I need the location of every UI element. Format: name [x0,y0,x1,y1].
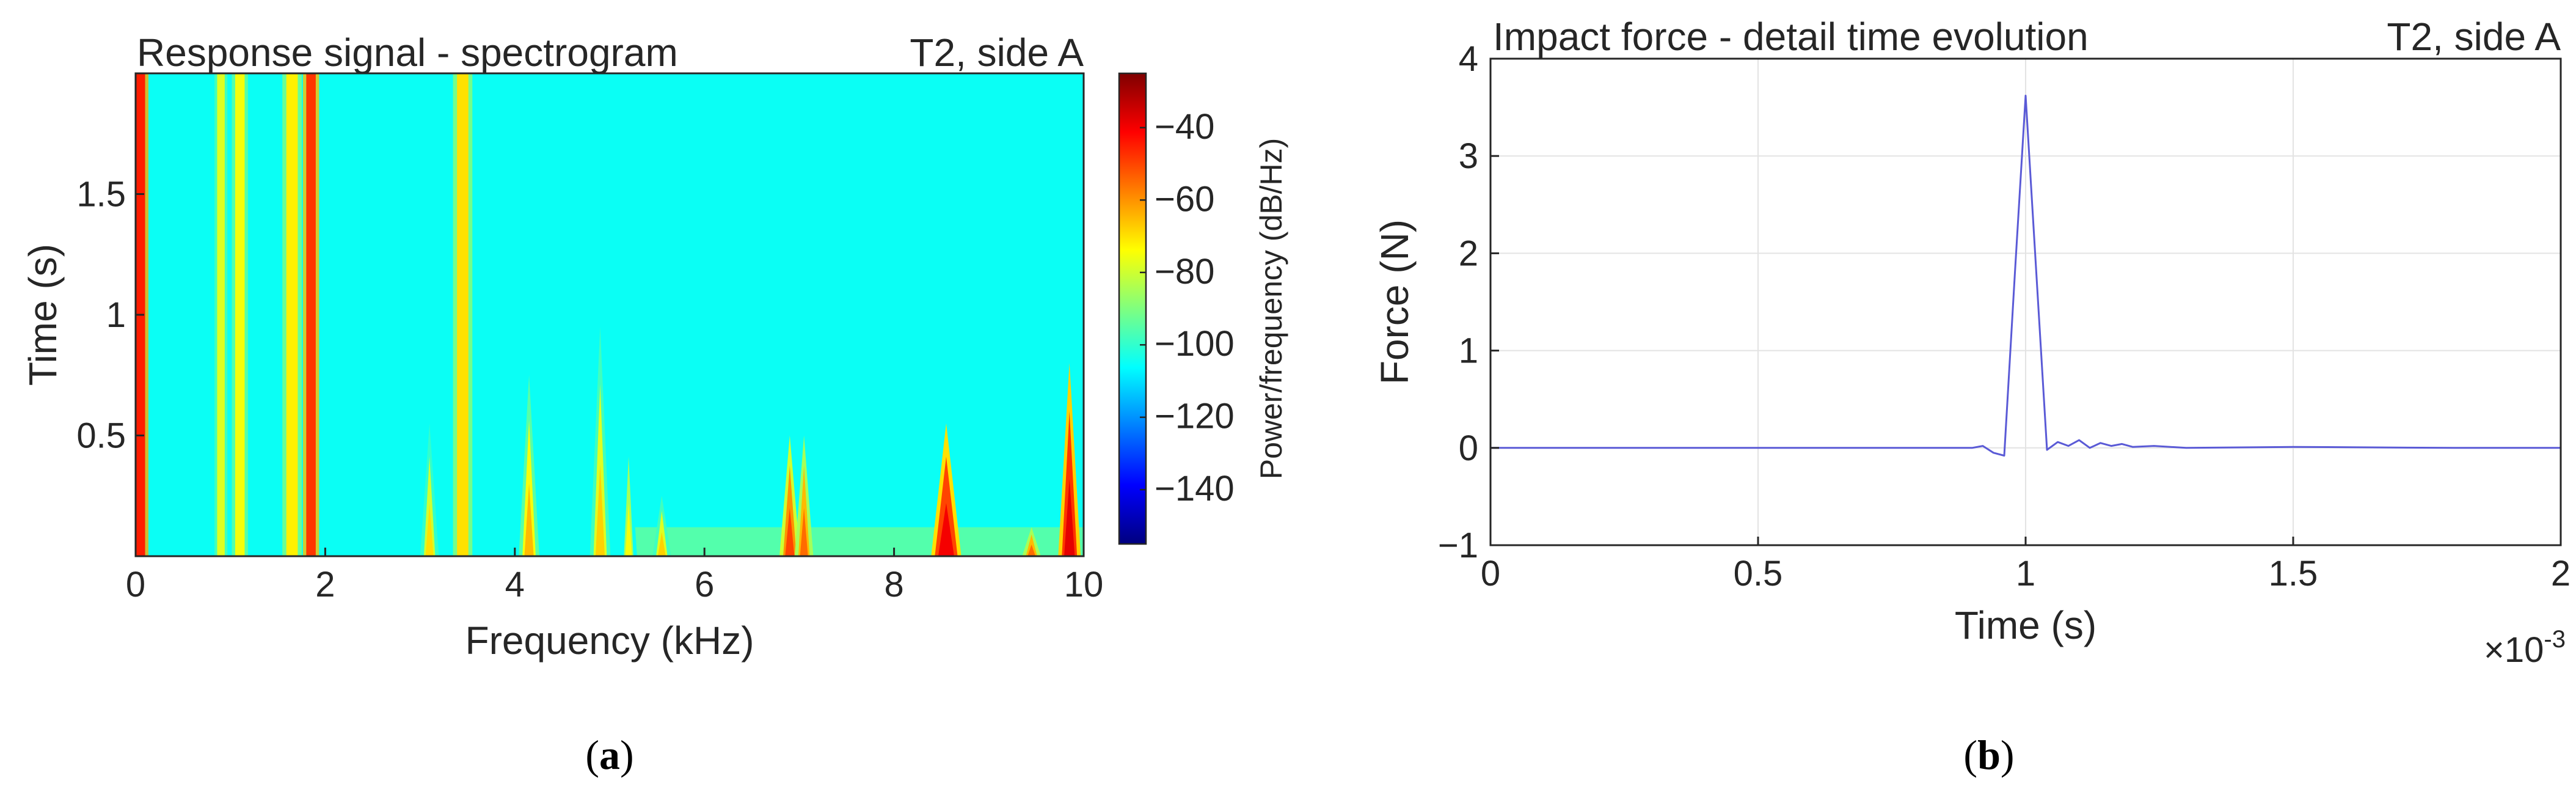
force-x-tick-label: 0 [1481,554,1500,593]
force-x-label: Time (s) [1955,603,2096,647]
spectrogram-y-ticks: 0.5 1 1.5 [76,175,144,456]
spectrogram-peak-core [785,508,795,556]
spectrogram-plot-area [136,73,1084,556]
force-y-tick-label: 0 [1459,428,1478,468]
spectrogram-stripe [235,73,245,556]
spectrogram-stripe [306,73,316,556]
spectrogram-annotation: T2, side A [910,31,1084,75]
force-y-tick-label: 1 [1459,331,1478,371]
colorbar-tick-label: −80 [1155,252,1214,292]
spectrogram-x-tick-label: 8 [884,565,903,604]
force-annotation: T2, side A [2387,15,2561,59]
spectrogram-x-ticks: 0 2 4 6 8 10 [126,548,1103,604]
spectrogram-peak-core [425,503,434,556]
colorbar-tick-label: −140 [1155,469,1235,509]
force-title: Impact force - detail time evolution [1493,15,2089,59]
force-y-tick-label: −1 [1438,526,1478,565]
spectrogram-y-tick-label: 0.5 [76,416,126,456]
spectrogram-title: Response signal - spectrogram [137,31,678,75]
force-y-tick-label: 3 [1459,136,1478,176]
colorbar-label: Power/frequency (dB/Hz) [1254,138,1288,480]
force-x-tick-label: 0.5 [1734,554,1783,593]
colorbar-tick-label: −40 [1155,107,1214,147]
spectrogram-y-tick-label: 1.5 [76,175,126,215]
force-x-ticks: 0 0.5 1 1.5 2 [1481,537,2571,593]
force-series-line [1491,95,2561,457]
colorbar-tick-label: −60 [1155,179,1214,219]
spectrogram-x-tick-label: 10 [1064,565,1104,604]
spectrogram-peak-core [524,483,534,556]
spectrogram-x-tick-label: 2 [315,565,335,604]
spectrogram-peak-core [938,503,954,556]
colorbar-gradient [1118,72,1147,545]
force-x-multiplier: ×10-3 [2484,626,2566,670]
spectrogram-peak-core [1027,545,1036,556]
spectrogram-peak-core [625,503,632,556]
spectrogram-x-tick-label: 4 [505,565,525,604]
colorbar-tick-label: −120 [1155,397,1235,436]
colorbar-tick-label: −100 [1155,324,1235,364]
spectrogram-stripe [286,73,298,556]
spectrogram-y-tick-label: 1 [106,295,126,335]
spectrogram-peak-core [595,464,605,556]
force-x-tick-label: 1.5 [2269,554,2318,593]
force-x-tick-label: 2 [2551,554,2571,593]
spectrogram-x-label: Frequency (kHz) [465,619,754,663]
force-x-tick-label: 1 [2016,554,2035,593]
spectrogram-x-tick-label: 0 [126,565,145,604]
spectrogram-x-tick-label: 6 [695,565,714,604]
spectrogram-marks [136,73,1084,556]
spectrogram-peak-core [800,508,808,556]
panel-label-a: (a) [585,732,633,778]
spectrogram-panel: 0 2 4 6 8 10 0.5 1 1.5 Response signal - spectr… [21,31,1288,778]
spectrogram-y-label: Time (s) [21,244,65,386]
panel-label-b: (b) [1963,732,2014,778]
spectrogram-peak-core [657,532,666,556]
force-y-label: Force (N) [1373,219,1417,384]
spectrogram-lowtime-band [629,527,1084,556]
colorbar: −40 −60 −80 −100 −120 −140 Power/frequency (d… [1118,72,1288,545]
spectrogram-peak-core [1064,479,1075,556]
force-y-tick-label: 2 [1459,233,1478,273]
spectrogram-stripe [217,73,225,556]
colorbar-ticks: −40 −60 −80 −100 −120 −140 [1140,107,1235,509]
spectrogram-stripe [457,73,469,556]
force-y-ticks: −1 0 1 2 3 4 [1438,39,1499,565]
force-y-tick-label: 4 [1459,39,1478,79]
